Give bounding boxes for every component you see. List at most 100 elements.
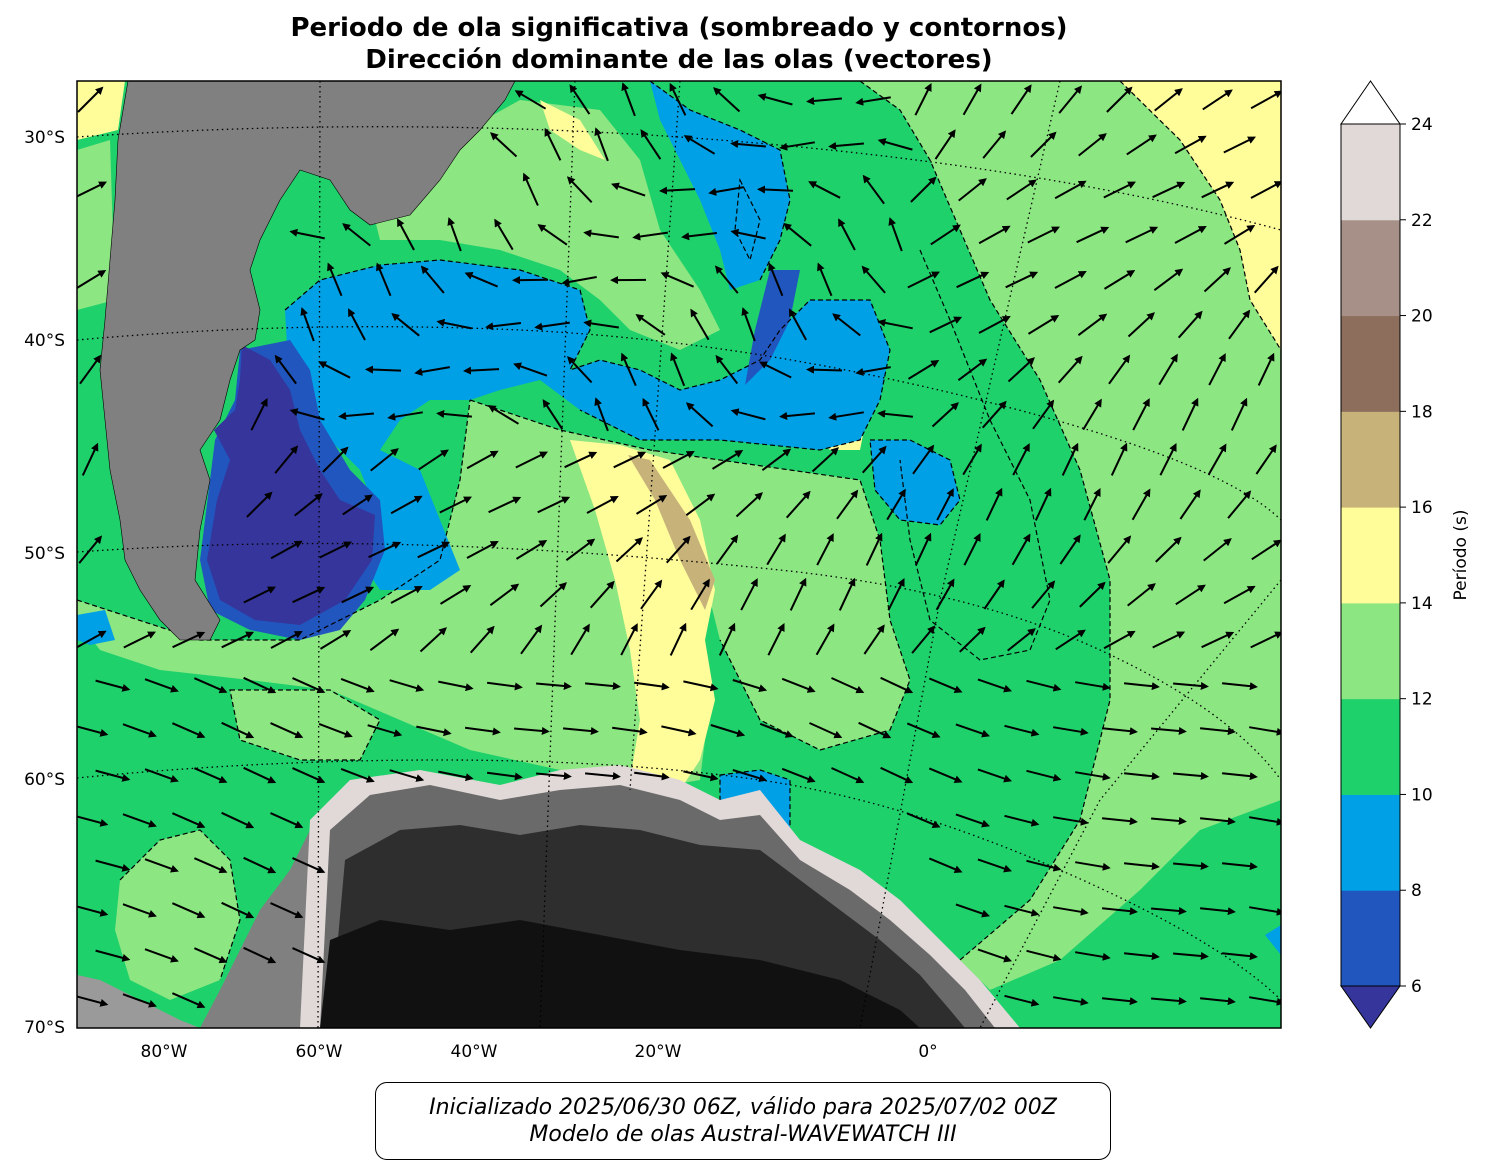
wave-direction-arrow [1059,534,1081,565]
wave-direction-arrow [1203,267,1231,293]
wave-direction-arrow [1223,585,1256,605]
wave-direction-arrow [735,492,763,518]
wave-direction-arrow [685,402,714,428]
wave-direction-arrow [621,82,636,117]
wave-direction-arrow [685,493,716,517]
wave-direction-arrow [888,217,903,252]
wave-direction-vectors [77,82,1281,1009]
wave-direction-arrow [1173,771,1209,780]
wave-direction-arrow [561,276,597,286]
wave-direction-arrow [665,535,691,564]
wave-direction-arrow [367,724,403,737]
wave-direction-arrow [828,411,864,421]
wave-direction-arrow [194,767,228,784]
wave-direction-arrow [1103,270,1136,290]
wave-direction-arrow [887,578,905,611]
wave-direction-arrow [340,677,375,693]
wave-direction-arrow [1132,398,1150,431]
period-field-6-8-channel [745,270,800,385]
wave-direction-arrow [811,447,839,473]
wave-direction-arrow [1221,952,1258,961]
wave-direction-arrow [95,769,131,782]
wave-direction-arrow [1249,996,1281,1006]
wave-direction-arrow [977,858,1012,873]
wave-direction-arrow [906,722,941,738]
colorbar-tick-label: 8 [1411,881,1422,901]
wave-direction-arrow [855,366,891,376]
wave-direction-arrow [757,185,794,194]
wave-direction-arrow [779,412,815,421]
period-field-8-10-patagonia [285,260,890,590]
wave-direction-arrow [934,129,956,160]
wave-direction-arrow [342,223,371,247]
wave-direction-arrow [292,947,326,964]
wave-direction-arrow [1151,996,1187,1005]
wave-direction-arrow [1123,682,1160,691]
wave-direction-arrow [390,495,423,515]
wave-direction-arrow [809,722,843,739]
wave-direction-arrow [759,722,794,738]
wave-direction-arrow [1075,861,1111,871]
wave-direction-arrow [594,397,609,432]
wave-direction-arrow [710,724,746,738]
wave-direction-arrow [438,680,474,692]
wave-direction-arrow [340,767,375,783]
period-field-14-16-northwest [77,81,125,140]
wave-direction-arrow [1173,681,1209,690]
wave-period-map-figure: Periodo de ola significativa (sombreado … [24,13,1471,1062]
wave-direction-arrow [1101,997,1138,1006]
wave-direction-arrow [194,677,228,694]
wave-direction-arrow [1004,994,1040,1007]
wave-direction-arrow [79,354,102,385]
wave-direction-arrow [1004,724,1040,737]
wave-direction-arrow [1173,861,1209,870]
wave-direction-arrow [1123,772,1160,781]
colorbar-bins [1341,124,1400,987]
wave-direction-arrow [292,586,326,604]
wave-direction-arrow [1007,357,1035,383]
wave-direction-arrow [962,83,982,116]
wave-direction-arrow [514,90,547,110]
lat-label-30s: 30°S [24,128,65,148]
wave-direction-arrow [513,362,548,377]
wave-direction-arrow [318,722,353,738]
wave-direction-arrow [1101,907,1138,916]
wave-direction-arrow [1101,727,1138,736]
wave-direction-arrow [270,631,303,649]
wave-direction-arrow [522,172,539,206]
wave-direction-arrow [929,316,963,334]
lon-label-80w: 80°W [141,1042,188,1062]
wave-direction-arrow [1250,631,1281,649]
wave-direction-arrow [563,727,599,736]
wave-direction-arrow [640,579,663,610]
wave-direction-arrow [274,354,297,385]
colorbar-tick-label: 6 [1411,977,1422,997]
wave-direction-arrow [1250,181,1281,199]
wave-direction-arrow [634,681,670,691]
wave-direction-arrow [1026,679,1062,692]
wave-direction-arrow [1076,226,1110,244]
colorbar-bin-20-22 [1341,219,1400,317]
wave-direction-arrow [243,676,277,694]
wave-direction-arrow [741,307,756,342]
wave-direction-arrow [583,319,619,329]
wave-direction-arrow [1004,814,1040,827]
wave-direction-arrow [928,857,963,873]
wave-direction-arrow [95,679,131,692]
wave-direction-arrow [1221,682,1258,691]
colorbar-tick-label: 24 [1411,115,1433,135]
wave-direction-arrow [936,488,954,521]
wave-direction-arrow [914,532,932,566]
wave-direction-arrow [781,767,816,783]
wave-direction-arrow [1075,771,1111,781]
wave-direction-arrow [144,768,179,783]
wave-direction-arrow [1155,536,1182,563]
wave-direction-arrow [978,316,1011,334]
wave-direction-arrow [1061,442,1079,476]
wave-direction-arrow [569,84,591,115]
wave-direction-arrow [1123,952,1160,961]
wave-direction-arrow [985,487,1003,521]
wave-direction-arrow [418,449,449,471]
wave-direction-arrow [1026,769,1062,782]
wave-direction-arrow [515,540,548,560]
